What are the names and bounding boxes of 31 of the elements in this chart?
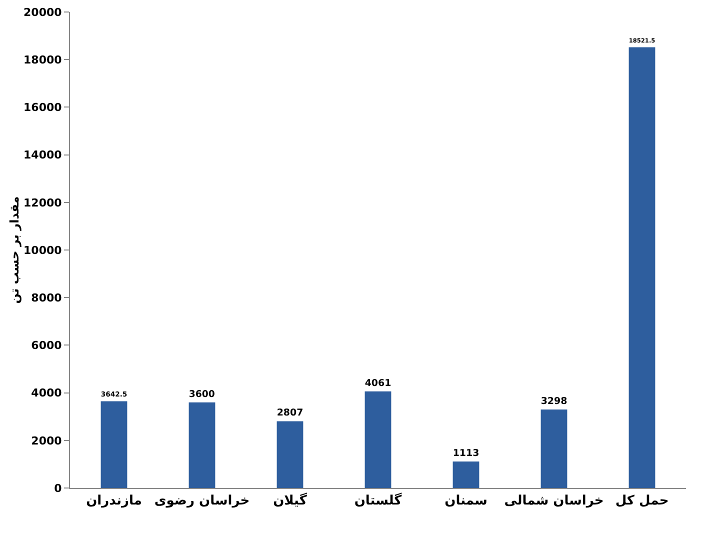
y-tick-label: 20000	[24, 6, 62, 19]
y-tick-label: 8000	[31, 291, 62, 304]
bar	[188, 402, 216, 488]
data-label: 1113	[452, 448, 480, 459]
data-label: 2807	[276, 408, 304, 419]
bar	[540, 410, 568, 488]
y-axis-title: مقدار بر حسب تن	[8, 196, 22, 304]
bar	[628, 47, 656, 488]
x-tick-label: مازندران	[86, 494, 142, 509]
x-tick-label: خراسان رضوی	[154, 494, 250, 509]
x-tick-label: گیلان	[273, 492, 308, 509]
y-tick-label: 6000	[31, 339, 62, 352]
y-tick-label: 18000	[24, 53, 62, 66]
y-tick-label: 12000	[24, 196, 62, 210]
y-tick-label: 0	[54, 482, 62, 495]
x-tick-label: خراسان شمالی	[504, 494, 604, 509]
bar	[100, 401, 128, 488]
y-tick-label: 14000	[24, 148, 62, 162]
y-tick-label: 2000	[31, 434, 62, 448]
data-label: 3298	[540, 396, 568, 407]
bar	[276, 421, 304, 488]
data-label: 3600	[188, 388, 216, 400]
x-tick-label: حمل کل	[615, 494, 669, 509]
data-label: 4061	[364, 378, 392, 389]
bar	[452, 462, 480, 488]
bar	[364, 391, 392, 488]
y-tick-label: 4000	[31, 386, 62, 400]
x-tick-label: گلستان	[354, 492, 402, 509]
y-tick-label: 16000	[24, 101, 62, 114]
y-tick-label: 10000	[24, 244, 62, 257]
x-tick-label: سمنان	[444, 494, 488, 509]
